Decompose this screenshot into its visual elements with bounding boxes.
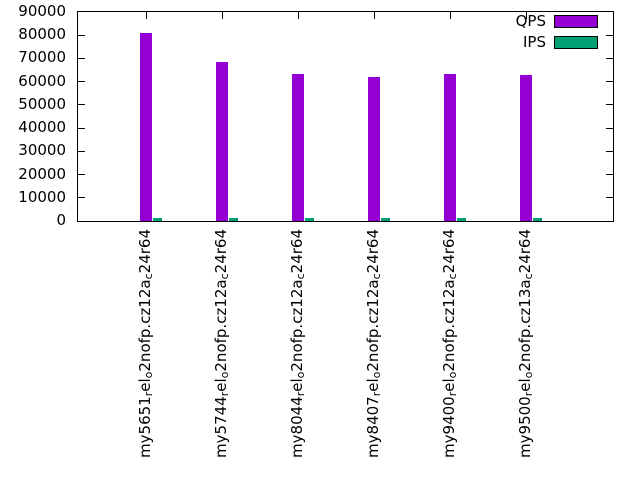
bar-qps-6 [520,75,532,221]
x-category-label-subscript: c [294,273,307,280]
y-axis-tick-left [78,34,85,36]
x-category-label-subscript: r [142,391,155,397]
x-axis-tick-top [373,12,375,19]
legend-entry-qps: QPS [516,13,598,29]
y-axis-tick-left [78,57,85,59]
y-axis-tick-label: 40000 [18,118,66,137]
x-category-label-subscript: o [446,371,459,379]
x-category-label-subscript: o [294,371,307,379]
y-axis-tick-left [78,197,85,199]
legend-label: IPS [523,33,546,51]
x-category-label-subscript: r [446,391,459,397]
x-category-label: my8044relo2nofp.cz12ac24r64 [288,229,307,458]
y-axis-tick-right [606,174,613,176]
y-axis-tick-right [606,197,613,199]
y-axis-tick-label: 10000 [18,187,66,206]
legend-entry-ips: IPS [516,34,598,50]
y-axis-tick-left [78,150,85,152]
plot-area [77,11,614,222]
bar-qps-1 [140,33,152,221]
y-axis-tick-left [78,104,85,106]
y-axis-tick-left [78,81,85,83]
y-axis-tick-label: 70000 [18,48,66,67]
y-axis-tick-label: 80000 [18,25,66,44]
y-axis-tick-label: 60000 [18,71,66,90]
x-category-label-subscript: c [370,273,383,280]
x-axis-tick-top [297,12,299,19]
y-axis-tick-label: 50000 [18,94,66,113]
y-axis-tick-right [606,81,613,83]
bar-qps-2 [216,62,228,221]
y-axis-tick-label: 90000 [18,2,66,20]
bar-qps-4 [368,77,380,221]
y-axis-tick-right [606,34,613,36]
x-category-label-subscript: r [370,391,383,397]
y-axis-tick-right [606,150,613,152]
legend-swatch-qps [554,14,598,28]
bar-ips-3 [305,218,314,221]
x-category-label: my8407relo2nofp.cz12ac24r64 [364,229,383,458]
x-category-label-subscript: c [218,273,231,280]
y-axis-tick-right [606,57,613,59]
x-category-label-subscript: r [218,391,231,397]
y-axis-tick-label: 30000 [18,141,66,160]
bar-qps-5 [444,74,456,221]
legend-swatch-ips [554,35,598,49]
x-category-label-subscript: r [522,391,535,397]
x-category-label-subscript: o [218,371,231,379]
bar-ips-4 [381,218,390,221]
x-category-label: my5651relo2nofp.cz12ac24r64 [136,229,155,458]
legend-label: QPS [515,12,546,30]
y-axis-tick-right [606,104,613,106]
bar-ips-5 [457,218,466,221]
y-axis-tick-left [78,174,85,176]
x-category-label-subscript: o [370,371,383,379]
x-category-label: my9400relo2nofp.cz12ac24r64 [440,229,459,458]
bar-ips-6 [533,218,542,221]
y-axis-tick-left [78,127,85,129]
legend: QPS IPS [516,13,598,55]
y-axis-tick-label: 0 [56,211,66,229]
bar-qps-3 [292,74,304,221]
x-category-label-subscript: c [522,273,535,280]
bar-ips-2 [229,218,238,221]
x-axis-tick-top [449,12,451,19]
x-category-label-subscript: c [142,273,155,280]
x-category-label: my9500relo2nofp.cz13ac24r64 [516,229,535,458]
x-axis-tick-top [145,12,147,19]
x-category-label: my5744relo2nofp.cz12ac24r64 [212,229,231,458]
x-category-label-subscript: c [446,273,459,280]
x-axis-tick-top [221,12,223,19]
y-axis-tick-label: 20000 [18,164,66,183]
x-category-label-subscript: o [142,371,155,379]
bar-ips-1 [153,218,162,221]
x-category-label-subscript: r [294,391,307,397]
x-axis-tick-top [525,12,527,19]
y-axis-tick-right [606,127,613,129]
x-category-label-subscript: o [522,371,535,379]
